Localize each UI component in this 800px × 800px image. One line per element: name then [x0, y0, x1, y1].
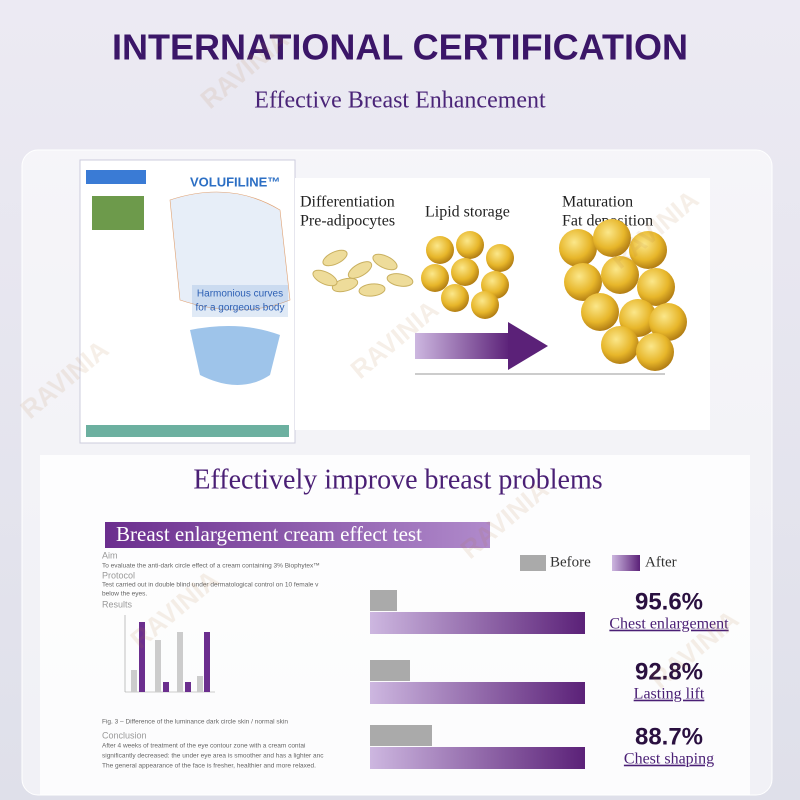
result-label: Chest enlargement: [609, 616, 729, 633]
banner-text: Breast enlargement cream effect test: [116, 522, 422, 546]
tagline: Harmonious curves: [197, 289, 283, 300]
doc-heading: Results: [102, 599, 133, 609]
doc-text: After 4 weeks of treatment of the eye co…: [102, 743, 305, 750]
lipid-cell: [421, 264, 449, 292]
fat-cell: [593, 219, 631, 257]
legend-swatch: [612, 555, 640, 571]
stage-label: Lipid storage: [425, 204, 510, 221]
fat-cell: [601, 256, 639, 294]
logo-bar: [86, 170, 146, 184]
legend-swatch: [520, 555, 546, 571]
lipid-cell: [486, 244, 514, 272]
doc-text: below the eyes.: [102, 591, 147, 598]
pre-adipocyte: [358, 283, 386, 297]
tagline: for a gorgeous body: [196, 303, 285, 314]
legend-label: Before: [550, 554, 591, 570]
result-label: Chest shaping: [624, 751, 714, 768]
after-bar: [370, 612, 585, 634]
lipid-cell: [441, 284, 469, 312]
fat-cell: [649, 303, 687, 341]
result-value: 92.8%: [635, 658, 703, 685]
pre-adipocyte: [322, 249, 348, 267]
doc-heading: Conclusion: [102, 730, 147, 740]
pre-adipocyte: [386, 273, 414, 287]
footer-bar: [86, 425, 289, 437]
title: INTERNATIONAL CERTIFICATION: [112, 27, 688, 68]
fat-cell: [629, 231, 667, 269]
stage-label: Maturation: [562, 194, 633, 211]
tagline-bg: [192, 285, 288, 317]
lipid-cell: [471, 291, 499, 319]
before-bar: [370, 590, 397, 611]
after-bar: [370, 747, 585, 769]
figure: [169, 191, 291, 311]
doc-caption: Fig. 3 – Difference of the luminance dar…: [102, 719, 288, 726]
shorts: [190, 326, 280, 385]
fat-cell: [601, 326, 639, 364]
arrow-body: [415, 333, 510, 359]
doc-text: The general appearance of the face is fr…: [102, 763, 316, 770]
before-bar: [370, 725, 432, 746]
legend-label: After: [645, 554, 677, 570]
doc-text: Test carried out in double blind under d…: [102, 582, 319, 589]
fat-cell: [619, 299, 657, 337]
stage-label: Pre-adipocytes: [300, 213, 395, 230]
fat-cell: [559, 229, 597, 267]
pre-adipocyte: [331, 277, 359, 293]
result-label: Lasting lift: [634, 686, 705, 703]
banner: [105, 522, 490, 548]
fat-cell: [637, 268, 675, 306]
after-bar: [370, 682, 585, 704]
lipid-cell: [426, 236, 454, 264]
pre-adipocyte: [312, 269, 338, 287]
arrow-head: [508, 322, 548, 370]
subtitle: Effective Breast Enhancement: [254, 88, 546, 114]
pre-adipocyte: [347, 261, 373, 279]
mini-chart: [124, 615, 215, 693]
fat-cell: [564, 263, 602, 301]
result-value: 88.7%: [635, 723, 703, 750]
doc-text: To evaluate the anti-dark circle effect …: [102, 563, 320, 570]
photo: [92, 196, 144, 230]
doc-heading: Aim: [102, 550, 118, 560]
pre-adipocyte: [372, 253, 398, 271]
before-bar: [370, 660, 410, 681]
lipid-cell: [451, 258, 479, 286]
brand: VOLUFILINE™: [190, 174, 280, 189]
stage-label: Differentiation: [300, 194, 395, 211]
section-title: Effectively improve breast problems: [193, 464, 602, 495]
fat-cell: [581, 293, 619, 331]
doc-text: significantly decreased: the under eye a…: [102, 753, 324, 760]
fat-cell: [636, 333, 674, 371]
lipid-cell: [456, 231, 484, 259]
doc-heading: Protocol: [102, 570, 135, 580]
result-value: 95.6%: [635, 588, 703, 615]
